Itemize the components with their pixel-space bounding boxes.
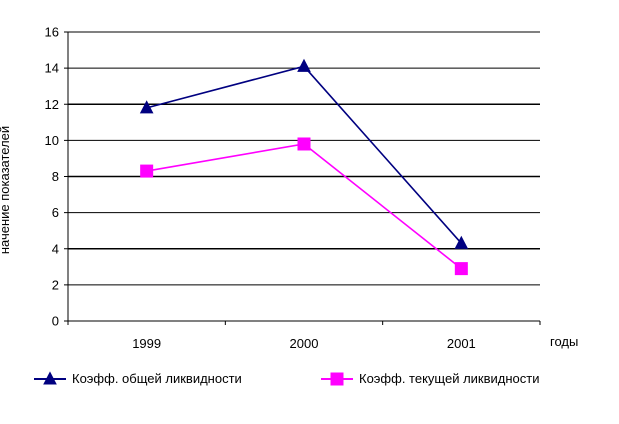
x-tick-label-1999: 1999 <box>132 336 161 351</box>
legend: Коэфф. общей ликвидности Коэфф. текущей … <box>34 371 540 386</box>
point-triangle-2000 <box>297 58 311 72</box>
axes <box>64 31 541 325</box>
point-triangle-1999 <box>139 100 154 114</box>
legend-item-current-liquidity: Коэфф. текущей ликвидности <box>321 371 540 386</box>
y-tick-label-2: 2 <box>52 277 59 292</box>
y-tick-label-0: 0 <box>52 314 59 329</box>
legend-marker-triangle <box>43 371 57 385</box>
point-square-1999 <box>140 164 154 178</box>
series-line-0 <box>146 65 462 244</box>
x-tick-label-2000: 2000 <box>290 336 319 351</box>
series-lines <box>146 65 462 270</box>
point-square-2001 <box>454 262 468 276</box>
y-tick-label-16: 16 <box>45 25 59 40</box>
legend-label-general-liquidity: Коэфф. общей ликвидности <box>72 371 242 386</box>
y-tick-label-4: 4 <box>52 241 59 256</box>
y-tick-label-6: 6 <box>52 205 59 220</box>
y-tick-label-8: 8 <box>52 169 59 184</box>
legend-item-general-liquidity: Коэфф. общей ликвидности <box>34 371 242 386</box>
x-tick-label-2001: 2001 <box>447 336 476 351</box>
point-triangle-2001 <box>454 235 469 249</box>
point-square-2000 <box>297 137 311 151</box>
y-axis-title: начение показателей <box>0 126 12 254</box>
y-tick-label-10: 10 <box>45 133 59 148</box>
series-line-1 <box>146 143 462 270</box>
legend-label-current-liquidity: Коэфф. текущей ликвидности <box>359 371 540 386</box>
x-axis-title: годы <box>550 334 578 349</box>
y-tick-label-14: 14 <box>45 61 59 76</box>
legend-marker-square <box>330 372 344 386</box>
axis-labels: 0 2 4 6 8 10 12 14 16 1999 2000 2001 <box>45 25 476 352</box>
y-tick-label-12: 12 <box>45 97 59 112</box>
series-markers <box>139 58 469 276</box>
